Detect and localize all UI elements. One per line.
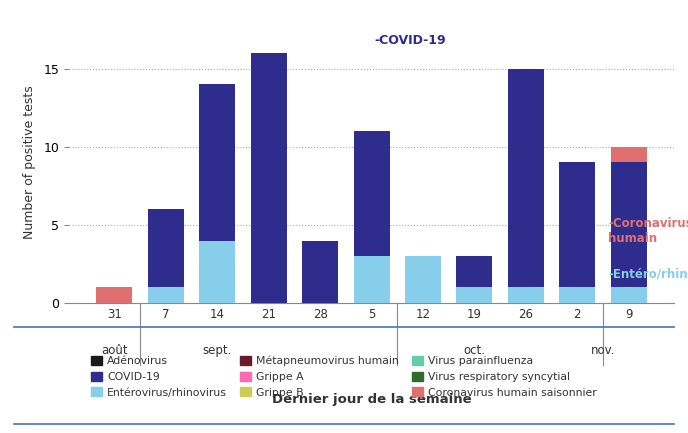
Bar bbox=[611, 147, 647, 162]
Bar bbox=[559, 288, 595, 303]
Bar bbox=[405, 256, 441, 303]
Text: -Entéro/rhinovirus: -Entéro/rhinovirus bbox=[608, 267, 688, 280]
Bar bbox=[508, 68, 544, 288]
Bar bbox=[148, 288, 184, 303]
Bar bbox=[611, 288, 647, 303]
Text: sept.: sept. bbox=[202, 344, 232, 357]
Text: oct.: oct. bbox=[464, 344, 486, 357]
Bar bbox=[250, 53, 287, 303]
Bar bbox=[354, 131, 389, 256]
Bar bbox=[508, 288, 544, 303]
Bar bbox=[200, 241, 235, 303]
Bar bbox=[96, 288, 132, 303]
Bar bbox=[200, 84, 235, 241]
Bar bbox=[148, 209, 184, 288]
Y-axis label: Number of positive tests: Number of positive tests bbox=[23, 85, 36, 239]
Bar bbox=[456, 256, 493, 288]
Bar bbox=[302, 241, 338, 303]
Bar bbox=[456, 288, 493, 303]
Text: -COVID-19: -COVID-19 bbox=[374, 34, 446, 47]
Bar bbox=[354, 256, 389, 303]
Text: Dernier jour de la semaine: Dernier jour de la semaine bbox=[272, 393, 471, 406]
Bar bbox=[611, 162, 647, 288]
Text: août: août bbox=[101, 344, 128, 357]
Text: -Coronavirus
humain: -Coronavirus humain bbox=[608, 217, 688, 245]
Bar bbox=[559, 162, 595, 288]
Legend: Adénovirus, COVID-19, Entérovirus/rhinovirus, Métapneumovirus humain, Grippe A, : Adénovirus, COVID-19, Entérovirus/rhinov… bbox=[91, 356, 597, 397]
Text: nov.: nov. bbox=[591, 344, 615, 357]
